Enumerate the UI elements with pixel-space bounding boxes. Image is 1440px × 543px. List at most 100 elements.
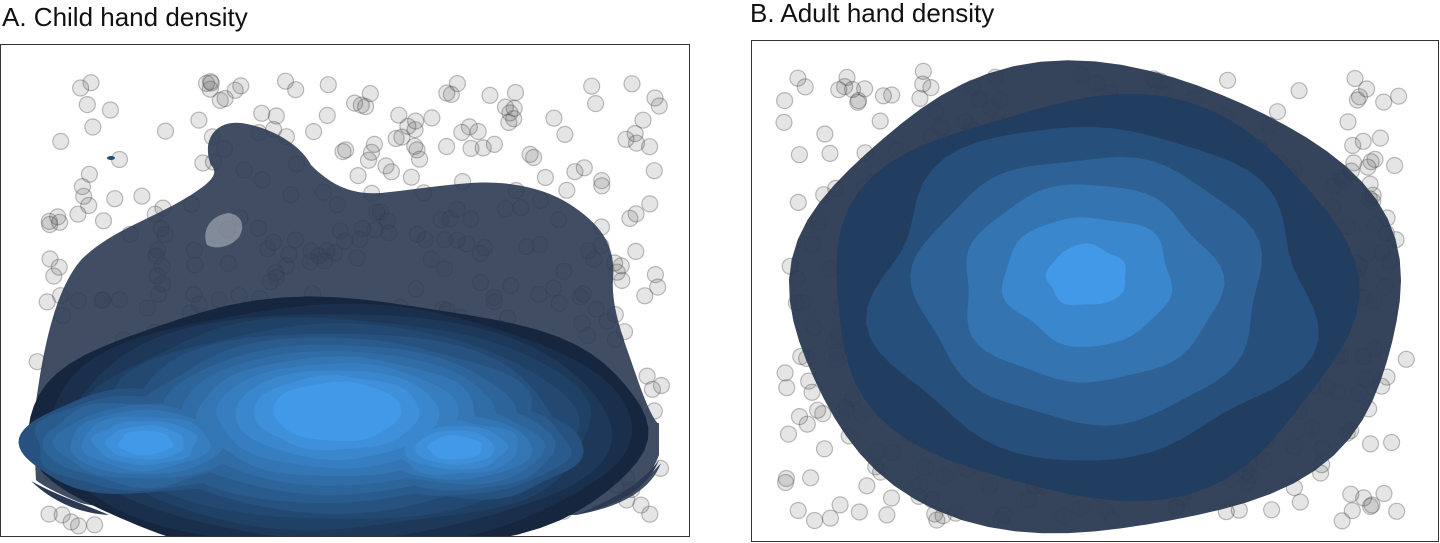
- data-point: [337, 141, 355, 159]
- data-point: [438, 137, 456, 156]
- data-point: [505, 110, 523, 128]
- data-point: [777, 469, 796, 488]
- data-point: [1354, 132, 1372, 150]
- data-point: [878, 506, 896, 524]
- data-point: [1371, 129, 1390, 147]
- density-gap: [205, 213, 243, 248]
- data-point: [775, 91, 794, 110]
- data-point: [626, 124, 644, 143]
- data-point: [80, 165, 99, 183]
- data-point: [500, 113, 518, 132]
- data-point: [201, 73, 220, 91]
- data-point: [858, 477, 876, 495]
- data-point: [838, 68, 856, 87]
- density-peak-level: [427, 435, 483, 460]
- panel-a-title: A. Child hand density: [2, 2, 248, 32]
- data-point: [362, 143, 381, 161]
- data-point: [496, 98, 515, 116]
- data-point: [52, 132, 70, 151]
- data-point: [438, 84, 456, 102]
- data-point: [617, 130, 635, 148]
- data-point: [40, 212, 58, 230]
- data-point: [850, 503, 869, 521]
- data-point: [789, 69, 807, 87]
- data-point: [1343, 502, 1361, 520]
- data-point: [406, 137, 424, 155]
- data-point: [1397, 350, 1415, 368]
- data-point: [914, 75, 932, 93]
- data-point: [643, 380, 662, 398]
- data-point: [202, 74, 220, 92]
- data-point: [1268, 103, 1287, 121]
- data-point: [1362, 153, 1380, 171]
- data-point: [1262, 501, 1281, 519]
- panel-b-title: B. Adult hand density: [750, 0, 995, 28]
- data-point: [914, 62, 932, 80]
- data-point: [779, 425, 798, 443]
- data-point: [469, 122, 487, 141]
- density-contours: [789, 60, 1401, 534]
- data-point: [253, 104, 271, 122]
- data-point: [566, 163, 584, 181]
- data-point: [318, 106, 336, 125]
- data-point: [1291, 493, 1309, 511]
- data-point: [352, 96, 370, 114]
- data-point: [558, 181, 576, 199]
- panel-b-density-plot: [775, 60, 1415, 534]
- data-point: [101, 101, 120, 119]
- data-point: [287, 81, 305, 99]
- data-point: [627, 134, 646, 152]
- data-point: [575, 159, 593, 177]
- data-point: [1346, 69, 1364, 88]
- data-point: [357, 97, 375, 116]
- data-point: [45, 267, 63, 285]
- data-point: [621, 209, 639, 227]
- data-point: [267, 107, 285, 125]
- data-point: [402, 168, 420, 186]
- data-point: [627, 205, 645, 223]
- data-point: [85, 516, 104, 534]
- data-point: [485, 135, 503, 154]
- data-point: [1344, 136, 1362, 155]
- data-point: [521, 145, 539, 164]
- data-point: [627, 242, 645, 260]
- data-point: [1375, 484, 1393, 503]
- data-point: [506, 83, 525, 102]
- data-point: [276, 72, 295, 90]
- data-point: [133, 187, 151, 205]
- data-point: [1366, 150, 1384, 169]
- data-point: [593, 177, 611, 195]
- data-point: [623, 75, 641, 93]
- data-point: [481, 86, 499, 105]
- data-point: [41, 215, 59, 234]
- data-point: [922, 78, 940, 97]
- data-point: [190, 111, 208, 129]
- data-point: [232, 77, 250, 95]
- data-point: [359, 151, 378, 169]
- data-point: [798, 415, 816, 433]
- data-point: [75, 187, 93, 205]
- data-point: [556, 125, 574, 144]
- data-point: [1388, 502, 1406, 520]
- data-point: [201, 80, 219, 98]
- data-point: [775, 113, 793, 132]
- data-point: [883, 86, 901, 104]
- data-point: [1219, 71, 1237, 89]
- data-point: [71, 79, 90, 97]
- data-point: [882, 489, 901, 507]
- data-point: [843, 80, 862, 99]
- data-point: [390, 106, 408, 124]
- data-point: [1345, 154, 1363, 172]
- data-point: [849, 91, 868, 110]
- data-point: [776, 473, 795, 492]
- data-point: [460, 118, 478, 136]
- panel-a-plot-area: [0, 44, 690, 537]
- data-point: [505, 99, 523, 118]
- data-point: [448, 74, 466, 93]
- panel-b-plot-area: [751, 40, 1439, 542]
- data-point: [1342, 485, 1360, 503]
- data-point: [831, 496, 849, 514]
- data-point: [796, 78, 814, 96]
- data-point: [38, 293, 56, 311]
- data-point: [789, 501, 807, 520]
